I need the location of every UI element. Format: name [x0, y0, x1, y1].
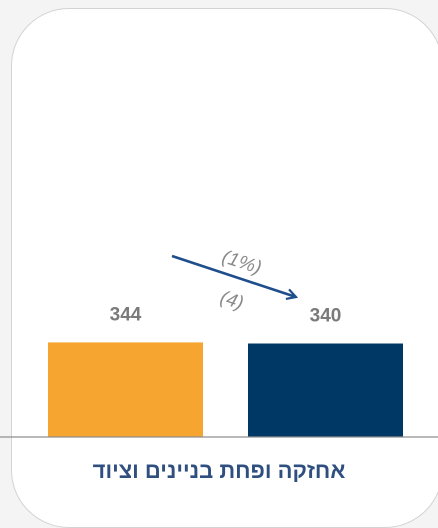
change-value-label: (4) [217, 287, 246, 314]
chart-title: אחזקה ופחת בניינים וציוד [92, 458, 346, 483]
bar-chart: 344 340 (1%) (4) [0, 247, 438, 438]
chart-card [11, 8, 438, 528]
bar-1 [48, 342, 203, 437]
chart-card-container: 344 340 (1%) (4) אחזקה ופחת בניינים וציוד [0, 8, 438, 528]
bar-2 [248, 343, 403, 437]
change-arrow [171, 254, 296, 297]
bar-1-value-label: 344 [110, 304, 142, 325]
bar-2-value-label: 340 [310, 306, 342, 327]
